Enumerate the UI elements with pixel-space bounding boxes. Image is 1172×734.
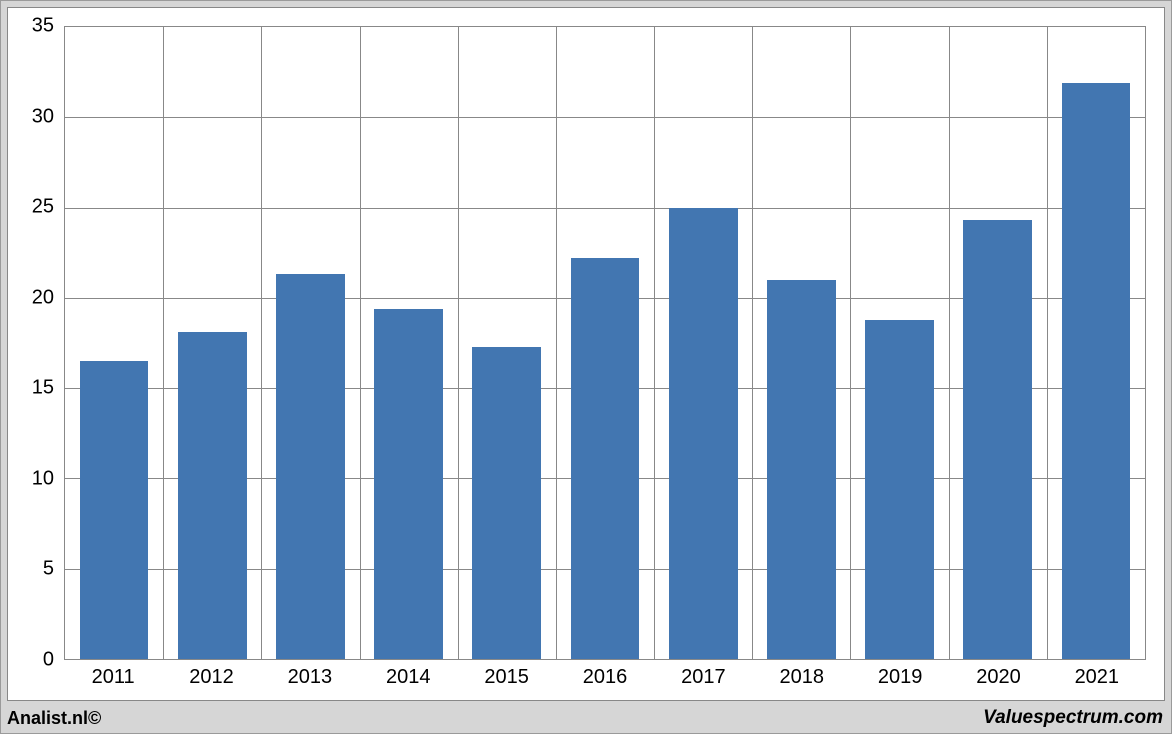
x-axis-label: 2018 <box>779 666 824 689</box>
chart-frame: 0 5 10 15 20 25 30 35 2011 2012 2013 2014 2015 2016 2… <box>7 7 1165 701</box>
gridline-h <box>65 208 1145 209</box>
plot-area: 05101520253035 2011201220132014201520162… <box>64 26 1146 660</box>
chart-container: 0 5 10 15 20 25 30 35 2011 2012 2013 2014 2015 2016 2… <box>0 0 1172 734</box>
gridline-v <box>261 27 262 659</box>
gridline-v <box>752 27 753 659</box>
bar <box>80 361 149 659</box>
gridline-v <box>163 27 164 659</box>
y-axis-label: 20 <box>32 286 54 309</box>
gridline-v <box>949 27 950 659</box>
gridline-v <box>1047 27 1048 659</box>
plot-inner <box>64 26 1146 660</box>
bar <box>865 320 934 659</box>
bar <box>178 332 247 659</box>
y-axis-label: 30 <box>32 105 54 128</box>
gridline-v <box>654 27 655 659</box>
footer-right: Valuespectrum.com <box>983 707 1163 729</box>
x-axis-label: 2016 <box>583 666 628 689</box>
gridline-v <box>458 27 459 659</box>
bar <box>1062 83 1131 659</box>
x-axis-label: 2017 <box>681 666 726 689</box>
x-axis-label: 2014 <box>386 666 431 689</box>
y-axis-label: 10 <box>32 467 54 490</box>
bar <box>963 220 1032 659</box>
x-axis-label: 2011 <box>92 666 135 689</box>
x-axis-label: 2019 <box>878 666 923 689</box>
x-axis-label: 2020 <box>976 666 1021 689</box>
y-axis-label: 35 <box>32 15 54 38</box>
bar <box>767 280 836 659</box>
y-axis-label: 25 <box>32 196 54 219</box>
bar <box>472 347 541 659</box>
bar <box>571 258 640 659</box>
x-axis-label: 2015 <box>484 666 529 689</box>
x-axis-label: 2021 <box>1075 666 1120 689</box>
bar <box>669 208 738 659</box>
bar <box>276 274 345 659</box>
gridline-v <box>556 27 557 659</box>
bar <box>374 309 443 659</box>
gridline-v <box>360 27 361 659</box>
x-axis-label: 2012 <box>189 666 234 689</box>
gridline-v <box>850 27 851 659</box>
gridline-h <box>65 117 1145 118</box>
y-axis-label: 15 <box>32 377 54 400</box>
y-axis-label: 0 <box>43 649 54 672</box>
x-axis-label: 2013 <box>288 666 333 689</box>
y-axis-label: 5 <box>43 558 54 581</box>
footer-left: Analist.nl© <box>7 708 101 729</box>
